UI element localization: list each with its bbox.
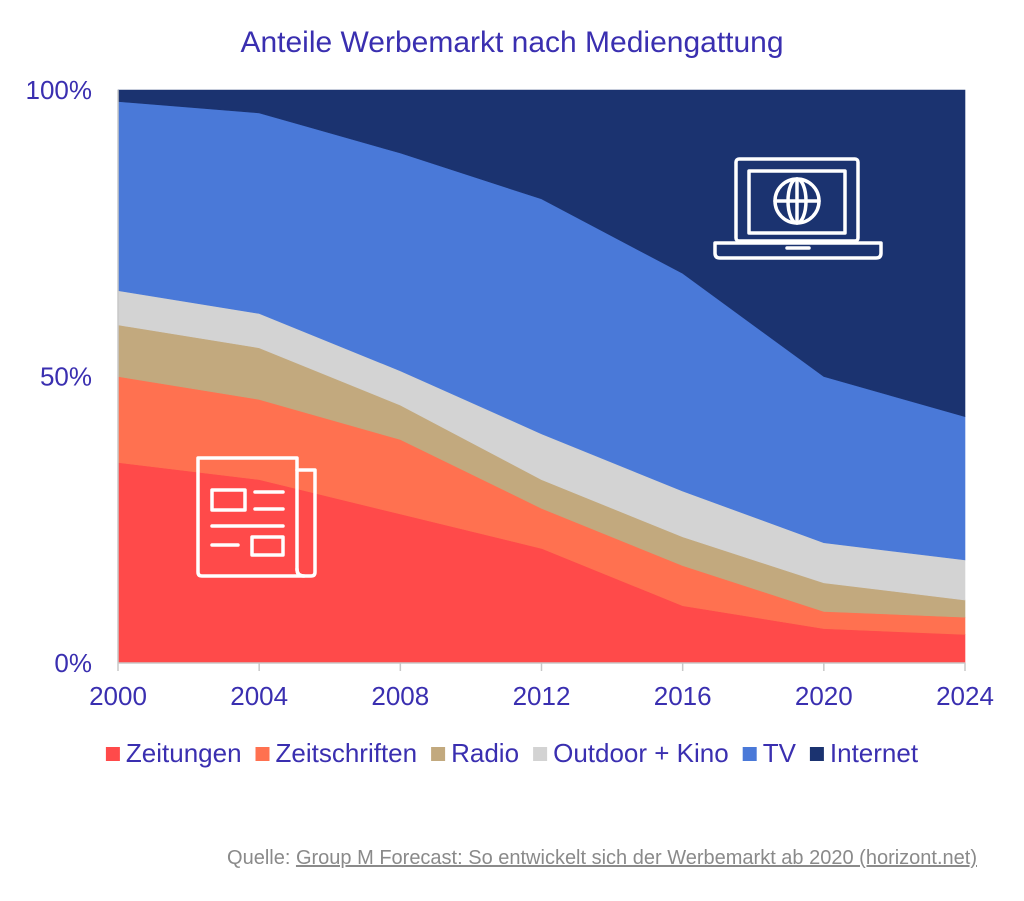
legend-item-zeitschriften: Zeitschriften: [255, 738, 418, 768]
legend-label: Outdoor + Kino: [553, 738, 729, 768]
x-tick-label: 2000: [89, 681, 147, 711]
legend-swatch: [431, 747, 446, 761]
newspaper-icon: [196, 456, 317, 578]
y-axis: 0% 50% 100%: [26, 75, 119, 678]
y-tick-label: 50%: [40, 362, 92, 392]
x-tick-label: 2004: [230, 681, 288, 711]
legend-swatch: [742, 747, 757, 761]
legend-item-internet: Internet: [809, 738, 919, 768]
x-tick-label: 2008: [371, 681, 429, 711]
source-note: Quelle: Group M Forecast: So entwickelt …: [227, 847, 977, 869]
legend-label: Zeitschriften: [276, 738, 418, 768]
legend-item-tv: TV: [742, 738, 797, 768]
legend-label: Internet: [830, 738, 919, 768]
legend-label: TV: [763, 738, 797, 768]
x-tick-label: 2012: [513, 681, 571, 711]
legend-item-outdoor-kino: Outdoor + Kino: [533, 738, 729, 768]
legend-label: Radio: [451, 738, 519, 768]
legend-label: Zeitungen: [126, 738, 242, 768]
source-link[interactable]: Group M Forecast: So entwickelt sich der…: [296, 847, 977, 869]
legend-item-radio: Radio: [431, 738, 519, 768]
legend-swatch: [105, 747, 120, 761]
x-axis: 2000 2004 2008 2012 2016 2020 2024: [89, 662, 994, 711]
legend-item-zeitungen: Zeitungen: [105, 738, 242, 768]
x-tick-label: 2020: [795, 681, 853, 711]
legend-swatch: [533, 747, 548, 761]
legend-swatch: [255, 747, 270, 761]
legend-swatch: [809, 747, 824, 761]
chart-title: Anteile Werbemarkt nach Mediengattung: [240, 26, 783, 59]
laptop-globe-icon: [713, 157, 883, 260]
source-prefix: Quelle:: [227, 847, 296, 869]
y-tick-label: 0%: [54, 648, 92, 678]
x-tick-label: 2024: [936, 681, 994, 711]
legend: Zeitungen Zeitschriften Radio Outdoor + Kin…: [105, 738, 919, 768]
y-tick-label: 100%: [26, 75, 93, 105]
x-tick-label: 2016: [654, 681, 712, 711]
